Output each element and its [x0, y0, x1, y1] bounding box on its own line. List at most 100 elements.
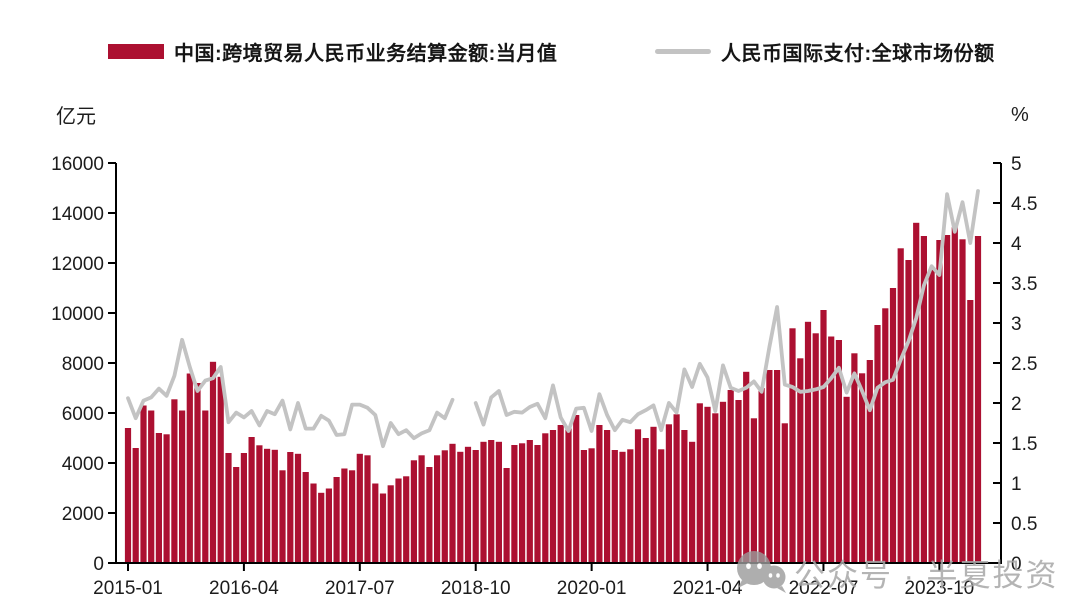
bar — [379, 493, 387, 562]
bar — [480, 441, 487, 563]
bar — [464, 446, 472, 563]
bar — [828, 336, 835, 562]
bar — [889, 288, 897, 562]
bar — [712, 413, 719, 563]
x-axis-tick-label: 2018-10 — [441, 578, 511, 599]
bar — [387, 485, 394, 563]
bar — [457, 451, 464, 563]
bar — [171, 399, 178, 563]
bar — [418, 455, 425, 563]
bar — [287, 452, 294, 562]
x-axis-tick-label: 2022-07 — [789, 578, 859, 599]
bar — [835, 340, 842, 562]
left-axis-tick-label: 6000 — [62, 404, 104, 425]
right-axis-tick-label: 1.5 — [1011, 434, 1037, 455]
right-axis-tick-label: 3.5 — [1011, 274, 1037, 295]
bar — [318, 492, 325, 563]
bar — [596, 425, 603, 562]
bar — [441, 450, 448, 563]
bar — [689, 441, 696, 563]
bar — [866, 360, 873, 562]
bar — [951, 227, 958, 563]
bar — [557, 425, 564, 562]
bar — [488, 440, 495, 562]
bar — [217, 376, 224, 563]
bar — [349, 470, 356, 563]
bar — [665, 424, 672, 563]
bar — [851, 353, 858, 563]
bar — [619, 451, 626, 563]
bar — [974, 236, 982, 562]
bar — [209, 361, 217, 563]
left-axis-tick-label: 10000 — [51, 304, 104, 325]
bar — [944, 235, 951, 562]
bar — [936, 240, 943, 562]
left-axis-tick-label: 14000 — [51, 204, 104, 225]
bar — [766, 370, 773, 562]
bar — [549, 430, 557, 562]
bar — [526, 440, 533, 562]
bar — [789, 328, 796, 563]
bar — [163, 434, 170, 563]
bar — [882, 308, 889, 563]
left-axis-tick-label: 0 — [93, 554, 104, 575]
payment-share-line — [126, 189, 980, 449]
right-axis-tick-label: 0.5 — [1011, 514, 1037, 535]
bar — [155, 433, 162, 562]
bar — [859, 373, 866, 563]
bar — [140, 405, 147, 562]
left-axis-unit-label: 亿元 — [56, 106, 96, 128]
bar — [627, 449, 634, 563]
bar — [202, 410, 209, 562]
bar — [310, 483, 317, 562]
left-axis-tick-label: 4000 — [62, 454, 104, 475]
bar — [264, 448, 271, 563]
bar — [511, 445, 518, 562]
bar — [743, 371, 750, 563]
bar — [750, 418, 757, 563]
bar — [194, 383, 201, 562]
bar — [820, 310, 827, 562]
bar — [279, 470, 286, 563]
bar — [897, 248, 904, 563]
legend-item-payment-share-line: 人民币国际支付:全球市场份额 — [655, 36, 995, 66]
bar — [186, 373, 193, 562]
bar — [364, 455, 371, 563]
bar — [928, 270, 935, 562]
bar — [604, 430, 611, 562]
bar — [403, 476, 410, 563]
bar — [634, 429, 642, 563]
bar — [472, 450, 479, 562]
bar-series-swatch — [108, 43, 164, 59]
bar — [124, 428, 132, 562]
x-axis-tick-label: 2015-01 — [93, 578, 163, 599]
bar — [727, 390, 734, 562]
left-axis-tick-label: 2000 — [62, 504, 104, 525]
bar — [650, 426, 657, 563]
bar — [580, 450, 587, 562]
bar — [542, 433, 549, 563]
bar — [503, 468, 510, 562]
right-axis-unit-label: % — [1011, 104, 1029, 126]
left-axis-tick-label: 12000 — [51, 254, 104, 275]
bar — [758, 388, 765, 562]
bar — [673, 414, 680, 563]
x-axis-tick-label: 2016-04 — [209, 578, 279, 599]
bar — [588, 448, 595, 563]
bar — [920, 236, 927, 562]
right-axis-tick-label: 2 — [1011, 394, 1022, 415]
bar — [905, 260, 912, 562]
bar — [534, 445, 541, 562]
bar — [781, 423, 788, 563]
x-axis-tick-label: 2023-10 — [904, 578, 974, 599]
bar — [449, 443, 456, 563]
bar — [774, 370, 781, 562]
bar — [341, 468, 348, 562]
bar — [240, 453, 247, 562]
bar — [434, 455, 441, 563]
bar — [812, 333, 819, 563]
bar — [704, 406, 711, 563]
bar — [565, 428, 572, 563]
bar — [681, 430, 688, 562]
